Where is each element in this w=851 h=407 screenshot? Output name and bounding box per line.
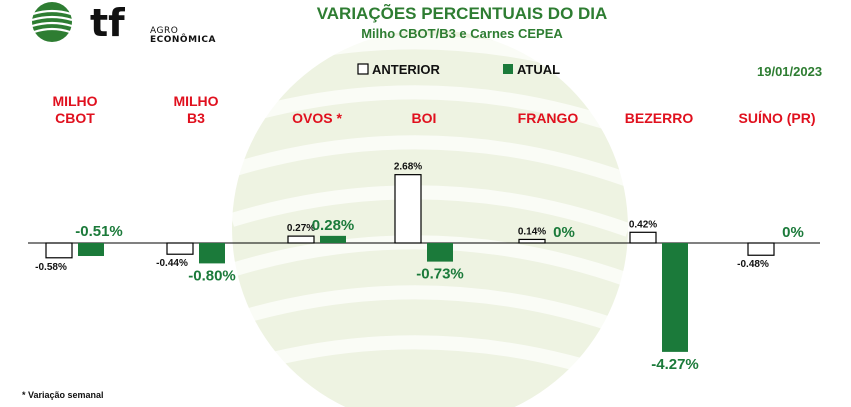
watermark-band xyxy=(229,285,631,337)
value-label-anterior: 0.14% xyxy=(518,226,546,237)
chart-title: VARIAÇÕES PERCENTUAIS DO DIA xyxy=(317,3,608,23)
watermark-band xyxy=(229,185,631,237)
value-label-atual: -4.27% xyxy=(651,356,699,373)
brand-line2: ECONÔMICA xyxy=(150,33,216,45)
value-label-atual: -0.51% xyxy=(75,223,123,240)
bar-atual xyxy=(199,243,225,264)
watermark-band xyxy=(229,35,631,87)
bar-anterior xyxy=(747,242,775,256)
value-label-anterior: 0.42% xyxy=(629,219,657,230)
bar-anterior xyxy=(629,231,657,244)
category-label: MILHO xyxy=(52,93,97,109)
brand-logo: tf AGRO ECONÔMICA xyxy=(31,1,216,45)
value-label-anterior: -0.58% xyxy=(35,262,67,273)
value-label-anterior: 0.27% xyxy=(287,223,315,234)
watermark-disc xyxy=(232,30,628,407)
bar-anterior xyxy=(45,242,73,259)
category-label: CBOT xyxy=(55,110,95,126)
watermark-band xyxy=(229,335,631,387)
category-label: B3 xyxy=(187,110,205,126)
watermark-band xyxy=(229,135,631,187)
value-label-anterior: 2.68% xyxy=(394,162,422,173)
value-label-atual: 0% xyxy=(782,224,804,241)
legend-label-anterior: ANTERIOR xyxy=(372,62,441,77)
value-label-atual: -0.80% xyxy=(188,267,236,284)
globe-logo-icon xyxy=(31,2,73,42)
category-label: BOI xyxy=(412,110,437,126)
value-label-atual: 0% xyxy=(553,224,575,241)
bar-anterior xyxy=(166,242,194,255)
legend: ANTERIOR ATUAL xyxy=(357,62,560,77)
value-label-atual: -0.73% xyxy=(416,266,464,283)
value-label-atual: 0.28% xyxy=(312,217,355,234)
bar-atual xyxy=(427,243,453,262)
bar-anterior xyxy=(287,235,315,244)
legend-swatch-anterior xyxy=(357,63,369,75)
category-label: SUÍNO (PR) xyxy=(739,110,816,126)
bar-atual xyxy=(78,243,104,257)
bar-series xyxy=(45,174,775,352)
bar-atual xyxy=(320,235,346,243)
brand-line1: AGRO xyxy=(150,26,178,36)
category-label: OVOS * xyxy=(292,110,342,126)
category-label: BEZERRO xyxy=(625,110,694,126)
globe-watermark xyxy=(229,30,631,407)
bar-atual xyxy=(662,243,688,352)
category-label: FRANGO xyxy=(518,110,579,126)
watermark-band xyxy=(229,85,631,137)
bar-anterior xyxy=(394,174,422,244)
value-label-anterior: -0.48% xyxy=(737,259,769,270)
footnote: * Variação semanal xyxy=(22,390,104,400)
chart-subtitle: Milho CBOT/B3 e Carnes CEPEA xyxy=(361,26,563,41)
legend-swatch-atual xyxy=(503,64,513,74)
bar-anterior xyxy=(518,238,546,244)
report-date: 19/01/2023 xyxy=(757,64,822,79)
category-label: MILHO xyxy=(173,93,218,109)
legend-label-atual: ATUAL xyxy=(517,62,560,77)
value-labels: -0.58% -0.51% -0.44%-0.80% 0.27%0.28% 2.68% -… xyxy=(35,162,804,373)
brand-mark: tf xyxy=(90,1,125,45)
value-label-anterior: -0.44% xyxy=(156,258,188,269)
